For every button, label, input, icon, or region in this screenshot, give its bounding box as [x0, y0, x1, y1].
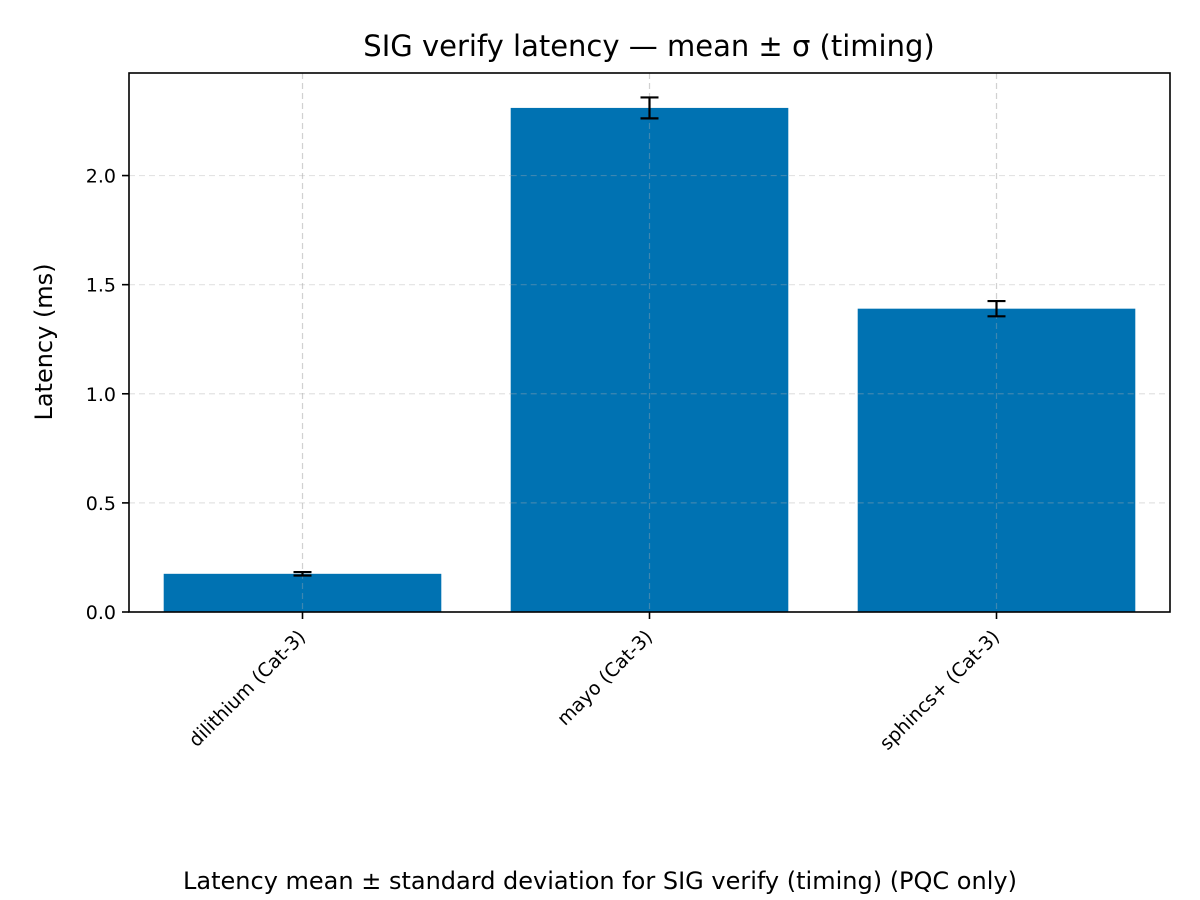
y-tick-label-0: 0.0 [86, 602, 116, 624]
x-tick-label-0: dilithium (Cat-3) [185, 626, 310, 751]
x-tick-label-1: mayo (Cat-3) [553, 626, 657, 730]
chart-title: SIG verify latency — mean ± σ (timing) [363, 29, 934, 63]
bar-2 [857, 308, 1136, 612]
y-axis-ticks: 0.0 0.5 1.0 1.5 2.0 [86, 166, 129, 624]
y-tick-label-4: 2.0 [86, 166, 116, 188]
x-tick-label-2: sphincs+ (Cat-3) [876, 626, 1005, 755]
y-tick-label-1: 0.5 [86, 493, 116, 515]
y-tick-label-3: 1.5 [86, 275, 116, 297]
y-tick-label-2: 1.0 [86, 384, 116, 406]
x-axis-ticks: dilithium (Cat-3) mayo (Cat-3) sphincs+ (C… [185, 612, 1004, 755]
chart-caption: Latency mean ± standard deviation for SI… [183, 867, 1017, 895]
bars [163, 73, 1136, 613]
bar-0 [163, 573, 442, 612]
error-bars [293, 96, 1006, 577]
bar-1 [510, 107, 789, 612]
y-axis-label: Latency (ms) [30, 263, 58, 420]
